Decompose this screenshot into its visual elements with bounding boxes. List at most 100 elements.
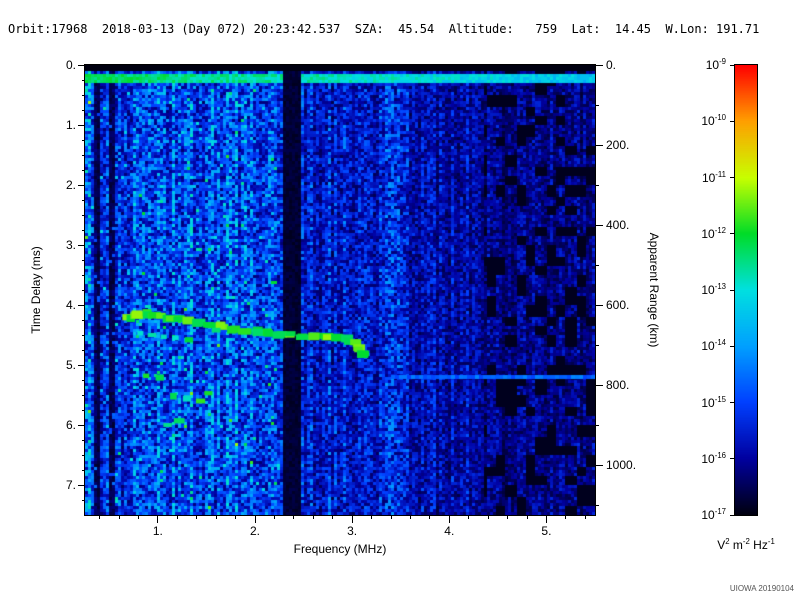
spectrogram-canvas [84,64,596,516]
y-axis-tick-label: 6. [65,418,76,432]
x-axis-minor-tick [273,516,275,519]
y2-axis-tick [596,64,603,66]
y-axis-minor-tick [82,394,85,396]
y-axis-tick [78,484,85,486]
x-axis-minor-tick [468,516,470,519]
y-axis-minor-tick [82,289,85,291]
x-axis-minor-tick [584,516,586,519]
y2-axis-tick [596,304,603,306]
x-axis-tick-label: 4. [444,524,455,538]
y2-axis-minor-tick [596,504,599,506]
x-axis-minor-tick [137,516,139,519]
x-axis-minor-tick [507,516,509,519]
y-axis-minor-tick [82,169,85,171]
y-axis-tick [78,424,85,426]
y-axis-minor-tick [82,409,85,411]
colorbar-tick [730,458,735,460]
y2-axis-title: Apparent Range (km) [647,232,661,348]
x-axis-tick [254,516,256,523]
y-axis-minor-tick [82,109,85,111]
y2-axis-minor-tick [596,344,599,346]
colorbar-canvas [734,64,758,516]
y-axis-minor-tick [82,79,85,81]
y-axis-minor-tick [82,439,85,441]
x-axis-minor-tick [429,516,431,519]
y-axis-minor-tick [82,379,85,381]
colorbar-tick-label: 10-15 [701,394,726,410]
y2-axis-tick-label: 400. [606,218,630,232]
y-axis-tick [78,184,85,186]
y-axis-minor-tick [82,214,85,216]
x-axis-tick-label: 1. [152,524,163,538]
y-axis-tick [78,124,85,126]
y2-axis-tick [596,384,603,386]
credit-text: UIOWA 20190104 [729,584,794,593]
y2-axis-tick [596,224,603,226]
y2-axis-tick-label: 800. [606,378,630,392]
x-axis-minor-tick [176,516,178,519]
colorbar-tick [730,120,735,122]
x-axis-tick [351,516,353,523]
x-axis-tick [545,516,547,523]
y-axis-tick-label: 0. [65,58,76,72]
colorbar-tick-label: 10-17 [701,507,726,522]
colorbar-tick [730,177,735,178]
colorbar-tick-label: 10-11 [701,169,726,185]
colorbar-tick-label: 10-9 [705,57,726,72]
colorbar-tick-label: 10-13 [701,282,726,297]
x-axis-minor-tick [409,516,411,519]
y-axis-minor-tick [82,499,85,501]
y-axis-tick [78,304,85,306]
colorbar-tick [730,402,735,403]
y-axis-tick [78,64,85,66]
x-axis-minor-tick [99,516,101,519]
x-axis-minor-tick [371,516,373,519]
colorbar-tick [730,289,735,291]
y2-axis-minor-tick [596,104,599,106]
colorbar-units-label: V2 m-2 Hz-1 [717,537,775,552]
y2-axis-minor-tick [596,264,599,266]
x-axis-minor-tick [293,516,295,519]
colorbar-tick [730,514,735,516]
y-axis-tick-label: 7. [65,478,76,492]
y-axis-minor-tick [82,259,85,261]
colorbar-tick [730,64,735,66]
y2-axis-tick [596,464,603,466]
x-axis-minor-tick [565,516,567,519]
y-axis-tick-label: 4. [65,298,76,312]
y-axis-minor-tick [82,319,85,321]
y2-axis-tick-label: 1000. [606,458,637,472]
x-axis-tick-label: 2. [249,524,260,538]
x-axis-tick [448,516,450,523]
y-axis-minor-tick [82,469,85,471]
y-axis-title: Time Delay (ms) [29,246,43,334]
x-axis-minor-tick [235,516,237,519]
y2-axis-tick-label: 200. [606,138,630,152]
colorbar-tick-label: 10-10 [701,113,726,129]
x-axis-minor-tick [118,516,120,519]
y-axis-tick-label: 3. [65,238,76,252]
y2-axis-minor-tick [596,184,599,186]
y2-axis-minor-tick [596,424,599,426]
colorbar-tick [730,345,735,347]
colorbar-tick-label: 10-16 [701,450,726,466]
colorbar-tick-label: 10-12 [701,225,726,241]
y-axis-minor-tick [82,94,85,96]
x-axis-minor-tick [487,516,489,519]
x-axis-minor-tick [312,516,314,519]
x-axis-minor-tick [196,516,198,519]
y-axis-minor-tick [82,199,85,201]
header-info: Orbit:17968 2018-03-13 (Day 072) 20:23:4… [8,22,760,36]
y2-axis-tick [596,144,603,146]
x-axis-minor-tick [390,516,392,519]
colorbar-tick-label: 10-14 [701,338,726,354]
y-axis-tick [78,244,85,246]
x-axis-minor-tick [215,516,217,519]
x-axis-tick-label: 5. [541,524,552,538]
y-axis-minor-tick [82,334,85,336]
y-axis-minor-tick [82,349,85,351]
y2-axis-tick-label: 600. [606,298,630,312]
y2-axis-tick-label: 0. [606,58,617,72]
y-axis-minor-tick [82,274,85,276]
